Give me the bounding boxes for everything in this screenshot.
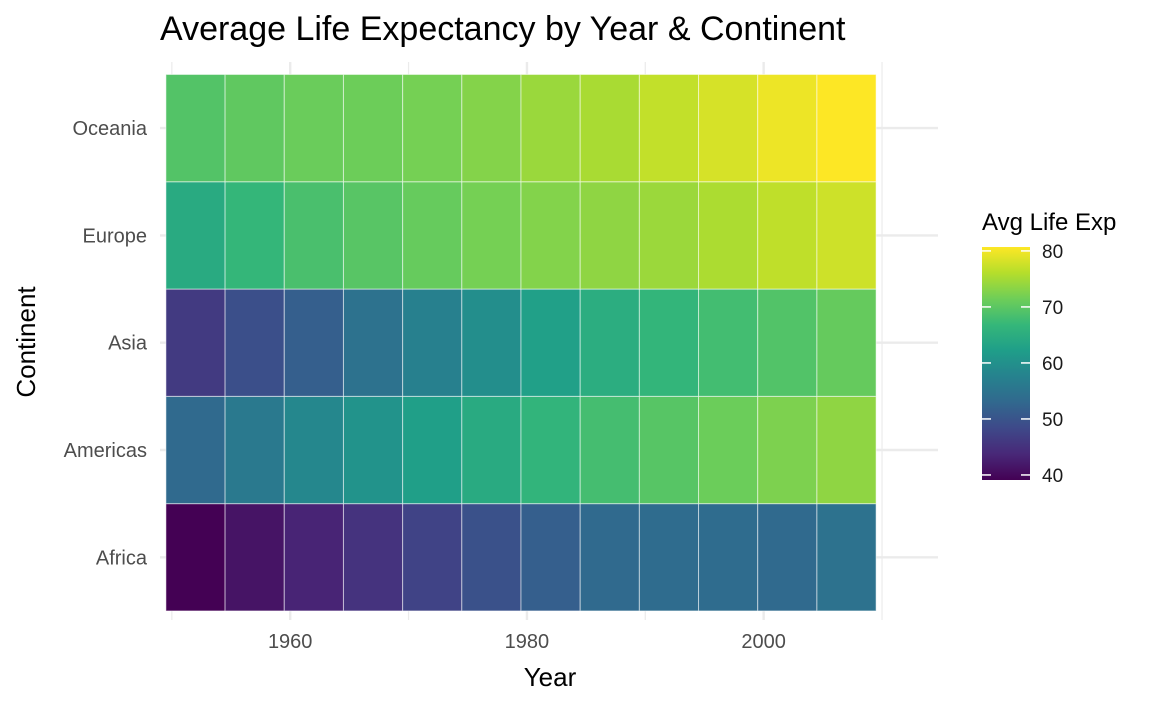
heatmap-tile bbox=[283, 395, 344, 505]
heatmap-tile bbox=[224, 395, 285, 505]
heatmap-tile bbox=[698, 73, 759, 183]
heatmap-tile bbox=[165, 503, 226, 612]
heatmap-tile bbox=[579, 503, 640, 612]
heatmap-tile bbox=[402, 395, 463, 505]
heatmap-tile bbox=[342, 181, 404, 290]
x-tick-label: 2000 bbox=[741, 631, 786, 653]
heatmap-tile bbox=[461, 395, 522, 505]
heatmap-tile bbox=[224, 73, 285, 183]
heatmap-tile bbox=[402, 288, 463, 397]
heatmap-tile bbox=[638, 288, 700, 397]
heatmap-tile bbox=[461, 503, 522, 612]
heatmap-tile bbox=[165, 181, 226, 290]
chart-title: Average Life Expectancy by Year & Contin… bbox=[160, 10, 846, 48]
heatmap-tile bbox=[461, 288, 522, 397]
heatmap-tile bbox=[520, 288, 581, 397]
heatmap-tile bbox=[224, 503, 285, 612]
heatmap-tile bbox=[342, 73, 404, 183]
heatmap-tile bbox=[283, 503, 344, 612]
heatmap-tile bbox=[520, 395, 581, 505]
heatmap-tile bbox=[402, 503, 463, 612]
heatmap-tile bbox=[342, 503, 404, 612]
heatmap-tile bbox=[757, 73, 818, 183]
y-axis-ticks: Africa Americas Asia Europe Oceania bbox=[64, 118, 148, 569]
heatmap-tile bbox=[520, 73, 581, 183]
heatmap-tile bbox=[461, 181, 522, 290]
heatmap-tile bbox=[402, 73, 463, 183]
legend-tick-label: 50 bbox=[1042, 410, 1063, 431]
heatmap-tile bbox=[520, 181, 581, 290]
y-tick-label: Europe bbox=[83, 225, 148, 247]
heatmap-tile bbox=[579, 181, 640, 290]
heatmap-tile bbox=[520, 503, 581, 612]
heatmap-tile bbox=[283, 181, 344, 290]
legend-ticks: 40 50 60 70 80 bbox=[982, 242, 1063, 487]
heatmap-tile bbox=[579, 73, 640, 183]
heatmap-tile bbox=[757, 503, 818, 612]
heatmap-tile bbox=[698, 181, 759, 290]
heatmap-tile bbox=[698, 288, 759, 397]
legend-tick-label: 70 bbox=[1042, 298, 1063, 319]
heatmap-tile bbox=[638, 395, 700, 505]
heatmap-tile bbox=[757, 181, 818, 290]
x-axis-ticks: 1960 1980 2000 bbox=[268, 631, 786, 653]
heatmap-tile bbox=[402, 181, 463, 290]
legend-tick-label: 80 bbox=[1042, 242, 1063, 263]
heatmap-tile bbox=[757, 288, 818, 397]
heatmap-tile bbox=[283, 288, 344, 397]
heatmap-tiles bbox=[165, 73, 877, 612]
y-tick-label: Americas bbox=[64, 440, 147, 462]
legend-tick-label: 40 bbox=[1042, 466, 1063, 487]
y-tick-label: Asia bbox=[108, 333, 148, 355]
heatmap-tile bbox=[165, 288, 226, 397]
legend: Avg Life Exp 40 50 60 70 80 bbox=[982, 209, 1116, 487]
heatmap-tile bbox=[283, 73, 344, 183]
legend-title: Avg Life Exp bbox=[982, 209, 1116, 236]
heatmap-tile bbox=[816, 288, 877, 397]
heatmap-tile bbox=[698, 395, 759, 505]
heatmap-tile bbox=[698, 503, 759, 612]
heatmap-tile bbox=[579, 288, 640, 397]
heatmap-tile bbox=[757, 395, 818, 505]
heatmap-tile bbox=[224, 181, 285, 290]
heatmap-tile bbox=[816, 395, 877, 505]
legend-tick-label: 60 bbox=[1042, 354, 1063, 375]
y-tick-label: Oceania bbox=[73, 118, 148, 140]
heatmap-tile bbox=[816, 73, 877, 183]
heatmap-tile bbox=[342, 395, 404, 505]
heatmap-tile bbox=[816, 181, 877, 290]
heatmap-tile bbox=[224, 288, 285, 397]
x-tick-label: 1960 bbox=[268, 631, 313, 653]
y-tick-label: Africa bbox=[96, 547, 148, 569]
heatmap-tile bbox=[638, 73, 700, 183]
heatmap-tile bbox=[638, 181, 700, 290]
heatmap-tile bbox=[461, 73, 522, 183]
x-axis-title: Year bbox=[524, 662, 577, 692]
x-tick-label: 1980 bbox=[505, 631, 550, 653]
heatmap-tile bbox=[638, 503, 700, 612]
heatmap-tile bbox=[165, 395, 226, 505]
heatmap-tile bbox=[579, 395, 640, 505]
heatmap-tile bbox=[816, 503, 877, 612]
heatmap-tile bbox=[165, 73, 226, 183]
heatmap-tile bbox=[342, 288, 404, 397]
y-axis-title: Continent bbox=[11, 286, 41, 398]
